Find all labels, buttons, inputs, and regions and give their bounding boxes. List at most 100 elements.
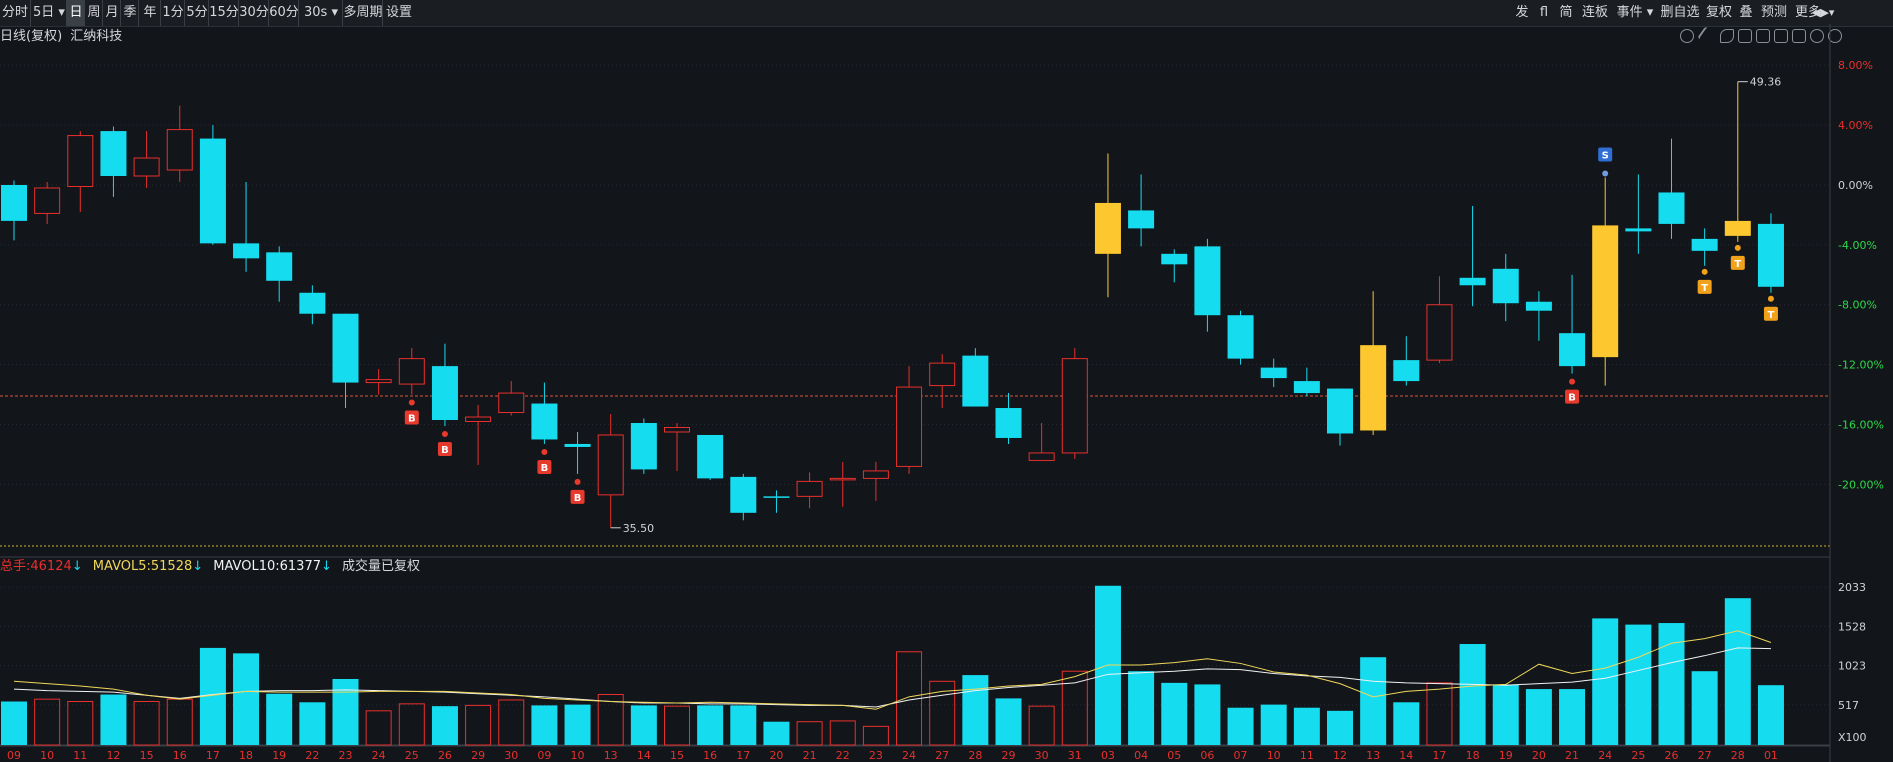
volume-adjusted-note: 成交量已复权 [342,559,421,574]
tool-fl[interactable]: fl [1539,5,1549,20]
period-day[interactable]: 日 [66,0,85,26]
tool-remove-watch[interactable]: 删自选 [1660,5,1700,20]
period-toolbar: 分时 5日 ▾ 日周月季年 1分 5分 15分 30分 60分 30s ▾ 多周期 设置 发 fl 简连板… [0,0,1893,27]
volume-bar [332,678,359,745]
candle-body [929,362,956,387]
volume-bar [1161,682,1188,745]
mavol5-value: 51528 [150,559,193,574]
candle-body [34,187,61,214]
tool-fa[interactable]: 发 [1515,5,1529,20]
volume-bar [664,705,690,746]
volume-bar [1360,657,1387,745]
period-fenshi[interactable]: 分时 [1,5,28,20]
candle-body [1227,315,1254,359]
period-60min[interactable]: 60分 [268,0,299,26]
candle-body [100,131,127,176]
date-tick-label: 20 [1532,749,1546,762]
signal-dot [1569,378,1576,385]
period-15min[interactable]: 15分 [208,0,239,26]
settings[interactable]: 设置 [382,0,415,26]
period-30min[interactable]: 30分 [238,0,269,26]
tool-lianban[interactable]: 连板 [1581,5,1608,20]
tool-forecast[interactable]: 预测 [1760,5,1787,20]
date-tick-label: 21 [1565,749,1579,762]
date-tick-label: 20 [769,749,783,762]
signal-badge-label: B [441,445,449,456]
candle-body [664,426,690,433]
tool-jian[interactable]: 简 [1559,5,1573,20]
volume-bar [564,704,591,745]
volume-bar [299,702,326,745]
signal-badge-label: B [574,493,582,504]
date-tick-label: 11 [1300,749,1314,762]
chart-mode-label[interactable]: 日线(复权) [0,29,63,44]
price-annotation: 35.50 [623,522,655,535]
tool-overlay[interactable]: 叠 [1739,5,1753,20]
tool-fuquan[interactable]: 复权 [1705,5,1732,20]
volume-bar [796,721,823,746]
candle-body [1459,277,1486,286]
volume-bar [1658,623,1685,745]
signal-dot [441,430,448,437]
date-tick-label: 16 [703,749,717,762]
date-tick-label: 07 [1234,749,1248,762]
period-year[interactable]: 年 [138,0,161,26]
candle-body [995,408,1022,438]
signal-dot [1767,295,1774,302]
candle-body [1426,304,1453,361]
date-tick-label: 30 [504,749,518,762]
volume-bar [1028,705,1055,746]
eye-icon[interactable] [1720,29,1734,43]
date-tick-label: 29 [471,749,485,762]
date-tick-label: 03 [1101,749,1115,762]
mavol5-label: MAVOL5: [92,559,151,574]
date-tick-label: 21 [803,749,817,762]
date-tick-label: 11 [73,749,87,762]
period-week[interactable]: 周 [84,0,103,26]
candle-body [1293,381,1320,394]
date-tick-label: 23 [869,749,883,762]
signal-badge-label: T [1734,259,1741,270]
zoom-out-icon[interactable] [1828,29,1842,43]
hand-icon[interactable] [1756,29,1770,43]
multi-period[interactable]: 多周期 [342,0,383,26]
lock-icon[interactable] [1774,29,1788,43]
date-tick-label: 30 [1035,749,1049,762]
volume-bar [1625,624,1652,745]
tool-more[interactable]: 更多 [1794,5,1821,20]
volume-bar [1260,704,1287,745]
date-tick-label: 19 [1499,749,1513,762]
volume-bar [697,705,724,745]
volume-unit-label: X100 [1838,731,1867,744]
date-tick-label: 23 [339,749,353,762]
candle-body [796,480,823,497]
zoom-in-icon[interactable] [1810,29,1824,43]
price-tick-label: -8.00% [1838,299,1877,312]
period-5day[interactable]: 5日 ▾ [30,0,67,26]
mavol5-line [13,630,1772,710]
tool-events[interactable]: 事件 ▾ [1616,5,1654,20]
candle-body [199,138,226,244]
volume-bar [1227,707,1254,745]
date-tick-label: 22 [836,749,850,762]
mavol10-line [13,647,1771,708]
period-30s[interactable]: 30s ▾ [298,0,343,26]
volume-bar [1061,670,1088,746]
volume-bar [1691,671,1718,745]
period-1min[interactable]: 1分 [160,0,185,26]
pen-icon[interactable] [1697,26,1717,46]
nav-arrows-icon[interactable]: ◀▶▾ [1812,6,1835,19]
candle-body [1,184,27,221]
volume-bar [1757,685,1784,745]
period-5min[interactable]: 5分 [184,0,209,26]
volume-bar [266,693,293,745]
settings-icon[interactable] [1680,29,1694,43]
period-month[interactable]: 月 [102,0,121,26]
signal-badge-label: T [1701,283,1708,294]
volume-bar [166,698,193,746]
period-quarter[interactable]: 季 [120,0,139,26]
fit-icon[interactable] [1792,29,1806,43]
date-tick-label: 10 [1267,749,1281,762]
cursor-icon[interactable] [1738,29,1752,43]
